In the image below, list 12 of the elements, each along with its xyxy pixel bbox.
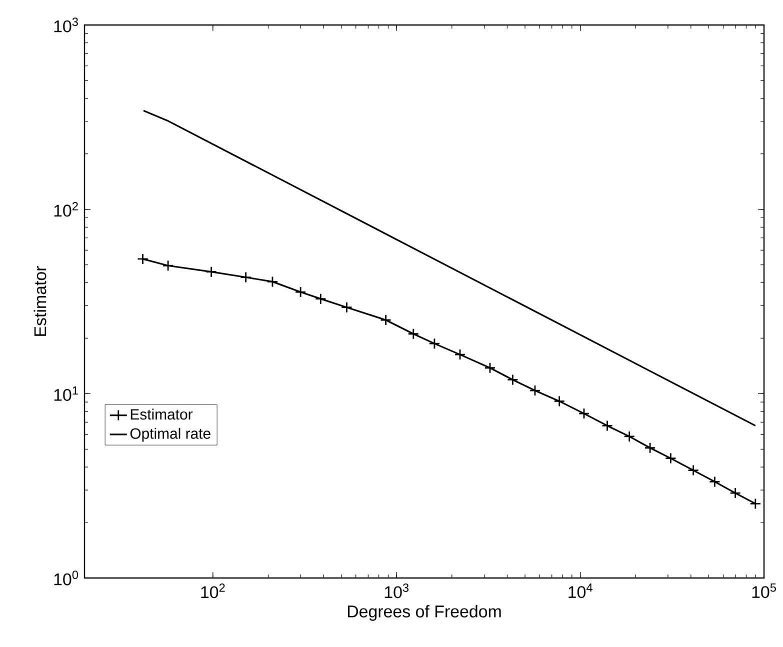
y-tick-label: 10$^{1}$ [54, 386, 78, 401]
y-axis-title: Estimator [34, 266, 46, 336]
y-tick-label: 10$^{3}$ [54, 18, 78, 32]
y-tick-label: 10$^{2}$ [54, 202, 78, 217]
legend-label: Optimal rate [130, 428, 210, 442]
x-axis-title: Degrees of Freedom [348, 605, 501, 621]
x-tick-label: 10$^{2}$ [201, 584, 225, 598]
x-tick-label: 10$^{5}$ [752, 584, 776, 598]
x-tick-label: 10$^{4}$ [568, 584, 592, 598]
x-tick-label: 10$^{3}$ [384, 584, 409, 598]
legend-label: Estimator [130, 408, 193, 420]
y-tick-label: 10$^{0}$ [54, 570, 78, 586]
